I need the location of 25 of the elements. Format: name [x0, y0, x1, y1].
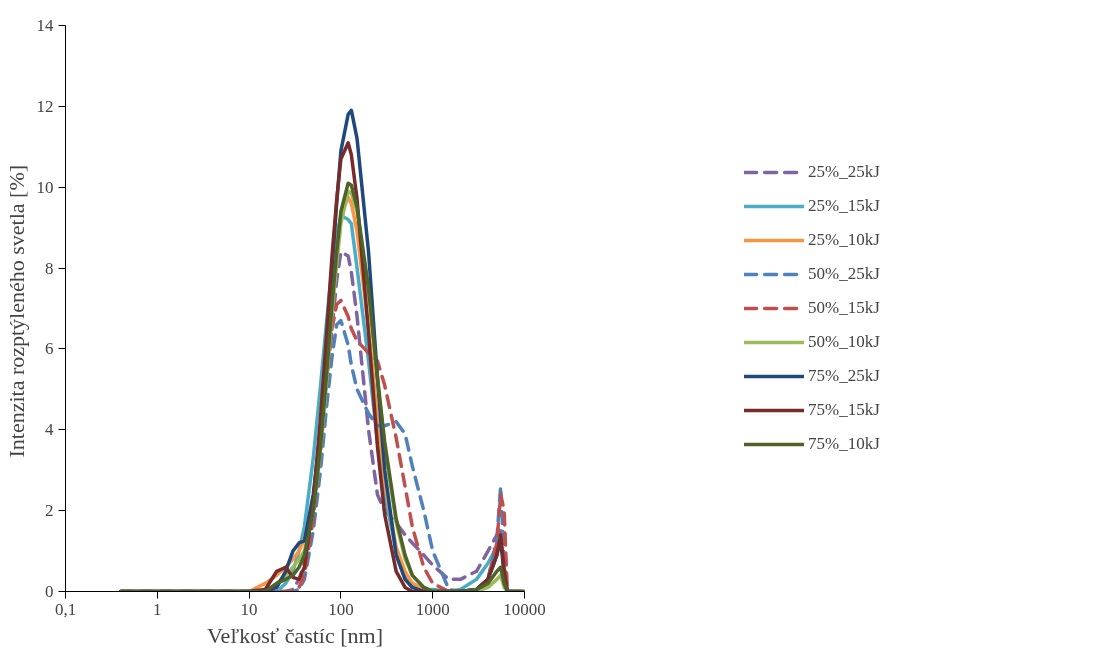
- y-tick-label: 8: [45, 258, 54, 278]
- x-tick-label: 1000: [415, 599, 450, 619]
- legend-label: 50%_10kJ: [808, 332, 880, 352]
- legend-label: 25%_10kJ: [808, 230, 880, 250]
- legend-label: 25%_25kJ: [808, 162, 880, 182]
- y-tick-label: 12: [36, 96, 54, 116]
- y-tick-label: 4: [45, 420, 54, 440]
- legend-label: 25%_15kJ: [808, 196, 880, 216]
- legend-label: 75%_15kJ: [808, 400, 880, 420]
- x-tick-label: 100: [328, 599, 354, 619]
- x-tick-label: 10: [240, 599, 258, 619]
- y-tick-label: 10: [36, 177, 54, 197]
- x-tick-label: 10000: [503, 599, 546, 619]
- y-tick-label: 0: [45, 582, 54, 601]
- x-tick-label: 0,1: [54, 599, 77, 619]
- y-tick-label: 14: [36, 16, 54, 35]
- legend-label: 75%_25kJ: [808, 366, 880, 386]
- x-tick-label: 1: [153, 599, 162, 619]
- legend-label: 75%_10kJ: [808, 434, 880, 454]
- legend-label: 50%_15kJ: [808, 298, 880, 318]
- y-tick-label: 6: [45, 339, 54, 359]
- x-axis-title: Veľkosť častíc [nm]: [207, 622, 383, 648]
- y-axis-title: Intenzita rozptýleného svetla [%]: [3, 164, 29, 458]
- legend-label: 50%_25kJ: [808, 264, 880, 284]
- y-tick-label: 2: [45, 501, 54, 521]
